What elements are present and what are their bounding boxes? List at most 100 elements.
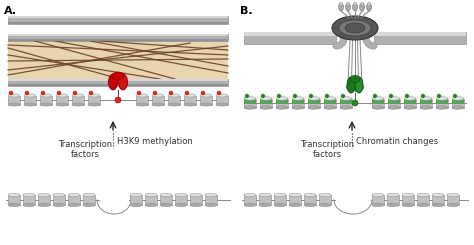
Bar	[324, 98, 336, 108]
Bar	[260, 98, 272, 108]
Ellipse shape	[38, 203, 50, 207]
Text: A.: A.	[4, 6, 17, 16]
Circle shape	[277, 94, 281, 98]
Ellipse shape	[40, 103, 52, 106]
Ellipse shape	[53, 203, 65, 207]
Ellipse shape	[417, 193, 429, 197]
Ellipse shape	[72, 94, 84, 97]
Ellipse shape	[452, 106, 464, 109]
Ellipse shape	[68, 203, 80, 207]
Circle shape	[73, 91, 77, 95]
Ellipse shape	[259, 193, 271, 197]
Ellipse shape	[145, 203, 157, 207]
Ellipse shape	[289, 193, 301, 197]
Ellipse shape	[184, 103, 196, 106]
Bar	[190, 195, 202, 205]
Bar	[205, 195, 217, 205]
Ellipse shape	[347, 77, 355, 93]
Ellipse shape	[8, 94, 20, 97]
Ellipse shape	[72, 103, 84, 106]
Bar	[436, 98, 448, 104]
Ellipse shape	[447, 193, 459, 197]
Bar	[38, 195, 50, 205]
Bar	[8, 79, 228, 86]
Ellipse shape	[289, 203, 301, 207]
Text: Transcription
factors: Transcription factors	[58, 140, 112, 159]
Ellipse shape	[216, 103, 228, 106]
Bar	[452, 98, 464, 104]
Bar	[404, 98, 416, 104]
Ellipse shape	[136, 103, 148, 106]
Bar	[8, 16, 228, 18]
Ellipse shape	[404, 106, 416, 109]
Text: Transcription
factors: Transcription factors	[300, 140, 354, 159]
Bar	[452, 98, 464, 108]
Ellipse shape	[168, 103, 180, 106]
Ellipse shape	[360, 2, 364, 5]
Circle shape	[185, 91, 189, 95]
Ellipse shape	[417, 203, 429, 207]
Ellipse shape	[56, 94, 68, 97]
Bar	[308, 98, 320, 104]
Ellipse shape	[136, 94, 148, 97]
Ellipse shape	[366, 3, 372, 11]
Circle shape	[25, 91, 29, 95]
Circle shape	[137, 91, 141, 95]
Ellipse shape	[260, 106, 272, 109]
Ellipse shape	[83, 193, 95, 197]
Ellipse shape	[175, 203, 187, 207]
Ellipse shape	[109, 74, 118, 90]
Ellipse shape	[88, 103, 100, 106]
Bar	[168, 96, 180, 105]
Bar	[216, 96, 228, 105]
Ellipse shape	[190, 193, 202, 197]
Bar	[24, 96, 36, 105]
Ellipse shape	[259, 203, 271, 207]
Circle shape	[341, 94, 345, 98]
Bar	[374, 32, 466, 36]
Circle shape	[217, 91, 221, 95]
Circle shape	[57, 91, 61, 95]
Ellipse shape	[68, 193, 80, 197]
Ellipse shape	[387, 203, 399, 207]
Ellipse shape	[350, 75, 360, 83]
Ellipse shape	[276, 97, 288, 100]
Bar	[420, 98, 432, 104]
Bar	[372, 98, 384, 108]
Bar	[8, 79, 228, 81]
Bar	[72, 96, 84, 105]
Ellipse shape	[319, 193, 331, 197]
Circle shape	[9, 91, 13, 95]
Circle shape	[169, 91, 173, 95]
Ellipse shape	[432, 193, 444, 197]
Ellipse shape	[168, 94, 180, 97]
Ellipse shape	[420, 106, 432, 109]
Bar	[175, 195, 187, 205]
Ellipse shape	[388, 106, 400, 109]
Ellipse shape	[200, 103, 212, 106]
Ellipse shape	[53, 193, 65, 197]
Bar	[432, 195, 444, 205]
Bar	[200, 96, 212, 105]
Bar	[56, 96, 68, 105]
Ellipse shape	[24, 103, 36, 106]
Ellipse shape	[205, 193, 217, 197]
Circle shape	[453, 94, 457, 98]
Ellipse shape	[244, 97, 256, 100]
Ellipse shape	[292, 106, 304, 109]
Ellipse shape	[340, 97, 352, 100]
Ellipse shape	[274, 203, 286, 207]
Ellipse shape	[339, 20, 371, 36]
Text: H3K9 methylation: H3K9 methylation	[117, 137, 193, 146]
Ellipse shape	[160, 203, 172, 207]
Ellipse shape	[145, 193, 157, 197]
Bar	[447, 195, 459, 205]
Ellipse shape	[338, 3, 344, 11]
Bar	[244, 32, 336, 44]
Ellipse shape	[205, 203, 217, 207]
Bar	[40, 96, 52, 105]
Ellipse shape	[8, 193, 20, 197]
Ellipse shape	[308, 106, 320, 109]
Ellipse shape	[367, 2, 371, 5]
Bar	[372, 195, 384, 205]
